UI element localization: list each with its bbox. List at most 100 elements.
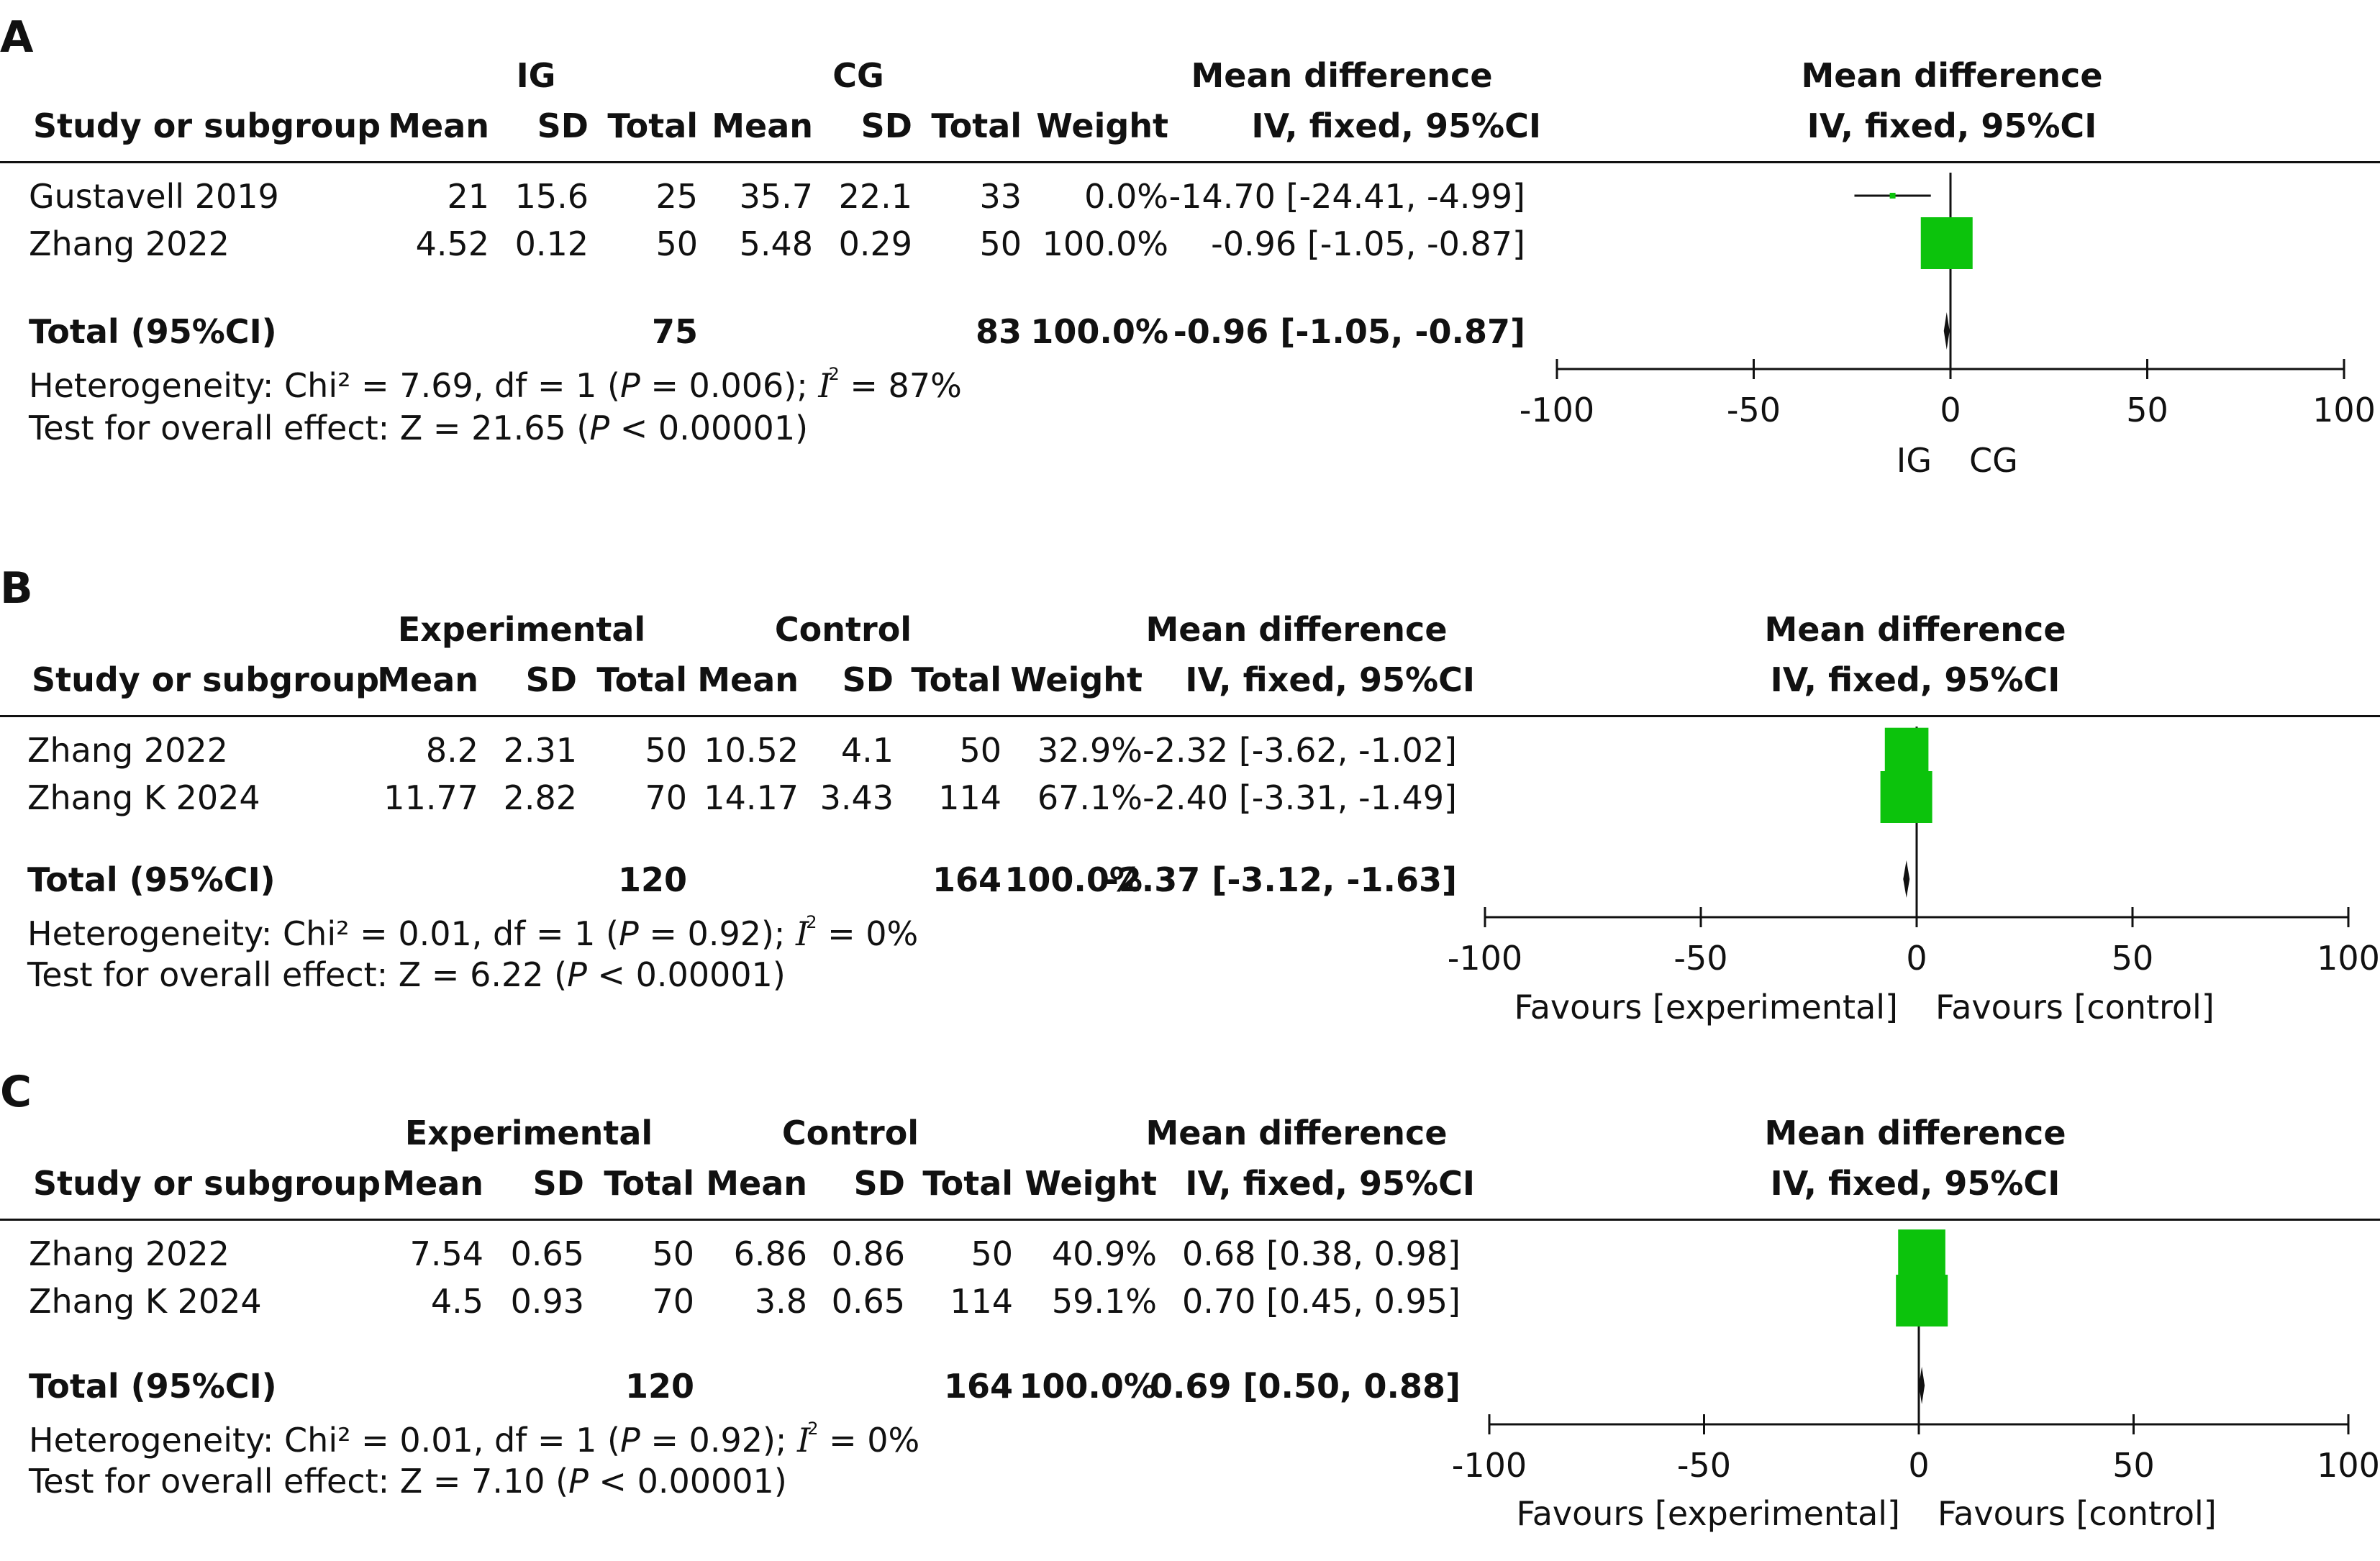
total1-header: Total <box>607 106 698 145</box>
overall-effect-line-pre: Test for overall effect: Z = 7.10 ( <box>29 1462 569 1501</box>
ci-header-table: IV, fixed, 95%CI <box>1185 660 1475 699</box>
pooled-diamond <box>1919 1367 1925 1404</box>
favours-left-label: IG <box>1897 441 1932 480</box>
sd2-cell: 0.86 <box>831 1234 905 1273</box>
weight-header: Weight <box>1025 1164 1157 1203</box>
mean2-cell: 3.8 <box>754 1282 807 1321</box>
x-tick-label: 100 <box>2317 939 2380 978</box>
sd1-cell: 15.6 <box>514 177 589 216</box>
x-tick-label: -50 <box>1677 1446 1731 1485</box>
weight-cell: 67.1% <box>1037 778 1143 817</box>
sd1-cell: 0.65 <box>510 1234 584 1273</box>
mean1-cell: 4.5 <box>430 1282 483 1321</box>
x-tick-label: 50 <box>2112 939 2154 978</box>
favours-right-label: Favours [control] <box>1938 1494 2217 1533</box>
forest-plot-panel-b: B Experimental Control Mean difference Mean … <box>0 554 2380 1057</box>
sd2-cell: 0.65 <box>831 1282 905 1321</box>
weight-cell: 59.1% <box>1051 1282 1157 1321</box>
mean2-header: Mean <box>706 1164 807 1203</box>
sd2-header: SD <box>853 1164 905 1203</box>
total1-sum: 75 <box>651 312 698 351</box>
mean1-cell: 11.77 <box>383 778 478 817</box>
group2-header: Control <box>781 1114 919 1152</box>
pooled-diamond <box>1903 860 1910 898</box>
sd1-cell: 0.93 <box>510 1282 584 1321</box>
mean1-header: Mean <box>388 106 489 145</box>
study-name: Zhang 2022 <box>27 731 228 770</box>
favours-right-label: Favours [control] <box>1935 988 2215 1027</box>
total1-cell: 25 <box>655 177 698 216</box>
ci-header-table: IV, fixed, 95%CI <box>1185 1164 1475 1203</box>
md-header-plot: Mean difference <box>1764 1114 2066 1152</box>
ci-header-plot: IV, fixed, 95%CI <box>1770 660 2061 699</box>
mean1-header: Mean <box>377 660 478 699</box>
study-header: Study or subgroup <box>32 660 380 699</box>
total1-sum: 120 <box>617 860 687 899</box>
study-effect-box <box>1898 1229 1945 1277</box>
heterogeneity-line-sup: 2 <box>806 912 817 932</box>
panel-label: B <box>0 563 33 614</box>
overall-effect-line-pre: Test for overall effect: Z = 6.22 ( <box>27 955 568 994</box>
total2-cell: 33 <box>979 177 1022 216</box>
favours-right-label: CG <box>1969 441 2018 480</box>
heterogeneity-line-mid: = 0.92); <box>640 1421 798 1460</box>
study-header: Study or subgroup <box>33 106 381 145</box>
panel-label: C <box>0 1067 32 1117</box>
total1-cell: 50 <box>655 224 698 263</box>
md-header-table: Mean difference <box>1191 56 1493 95</box>
total-weight: 100.0% <box>1030 312 1168 351</box>
group1-header: Experimental <box>397 610 646 649</box>
ci-cell: 0.68 [0.38, 0.98] <box>1181 1234 1461 1273</box>
panel-label: A <box>0 12 34 63</box>
heterogeneity-line-pre: Heterogeneity: Chi² = 0.01, df = 1 ( <box>29 1421 621 1460</box>
study-effect-box <box>1880 771 1932 823</box>
heterogeneity-line: Heterogeneity: Chi² = 0.01, df = 1 (P = … <box>27 914 918 950</box>
heterogeneity-line-post: = 0% <box>818 1421 920 1460</box>
heterogeneity-line-sup: 2 <box>828 364 840 384</box>
total2-header: Total <box>931 106 1022 145</box>
total1-cell: 50 <box>652 1234 694 1273</box>
total2-cell: 114 <box>950 1282 1013 1321</box>
mean2-cell: 6.86 <box>733 1234 807 1273</box>
ci-cell: -2.40 [-3.31, -1.49] <box>1143 778 1457 817</box>
total-ci: -0.96 [-1.05, -0.87] <box>1173 312 1525 351</box>
overall-effect-line-post: < 0.00001) <box>588 1462 787 1501</box>
weight-cell: 40.9% <box>1051 1234 1157 1273</box>
header-rule <box>0 715 2380 717</box>
total2-cell: 114 <box>938 778 1001 817</box>
total2-header: Total <box>922 1164 1013 1203</box>
mean2-cell: 10.52 <box>704 731 799 770</box>
x-tick-label: 0 <box>1908 1446 1929 1485</box>
weight-cell: 100.0% <box>1042 224 1168 263</box>
favours-left-label: Favours [experimental] <box>1514 988 1898 1027</box>
heterogeneity-line-p: P <box>620 1421 640 1460</box>
x-tick-label: 100 <box>2312 391 2376 429</box>
md-header-plot: Mean difference <box>1801 56 2103 95</box>
x-tick-label: 0 <box>1940 391 1961 429</box>
sd2-header: SD <box>860 106 912 145</box>
group1-header: Experimental <box>404 1114 653 1152</box>
ci-cell: -2.32 [-3.62, -1.02] <box>1143 731 1457 770</box>
ci-header-plot: IV, fixed, 95%CI <box>1770 1164 2061 1203</box>
heterogeneity-line-p: P <box>620 366 640 405</box>
mean2-cell: 14.17 <box>704 778 799 817</box>
study-effect-box <box>1884 727 1929 772</box>
ci-cell: 0.70 [0.45, 0.95] <box>1181 1282 1461 1321</box>
weight-header: Weight <box>1036 106 1168 145</box>
ci-cell: -14.70 [-24.41, -4.99] <box>1168 177 1525 216</box>
weight-header: Weight <box>1010 660 1143 699</box>
forest-plot-panel-a: A IG CG Mean difference Mean difference Study… <box>0 0 2380 504</box>
heterogeneity-line-p: P <box>619 914 639 953</box>
sd1-cell: 0.12 <box>514 224 589 263</box>
study-effect-box <box>1920 217 1973 269</box>
x-tick-label: -50 <box>1727 391 1781 429</box>
heterogeneity-line-mid: = 0.006); <box>640 366 819 405</box>
study-name: Zhang 2022 <box>29 224 230 263</box>
md-header-table: Mean difference <box>1145 1114 1448 1152</box>
sd2-cell: 4.1 <box>840 731 894 770</box>
overall-effect-line-post: < 0.00001) <box>609 409 809 447</box>
study-effect-box <box>1896 1275 1948 1326</box>
x-tick-label: -100 <box>1448 939 1522 978</box>
total-ci: -2.37 [-3.12, -1.63] <box>1104 860 1457 899</box>
overall-effect-line: Test for overall effect: Z = 21.65 (P < … <box>29 411 808 445</box>
